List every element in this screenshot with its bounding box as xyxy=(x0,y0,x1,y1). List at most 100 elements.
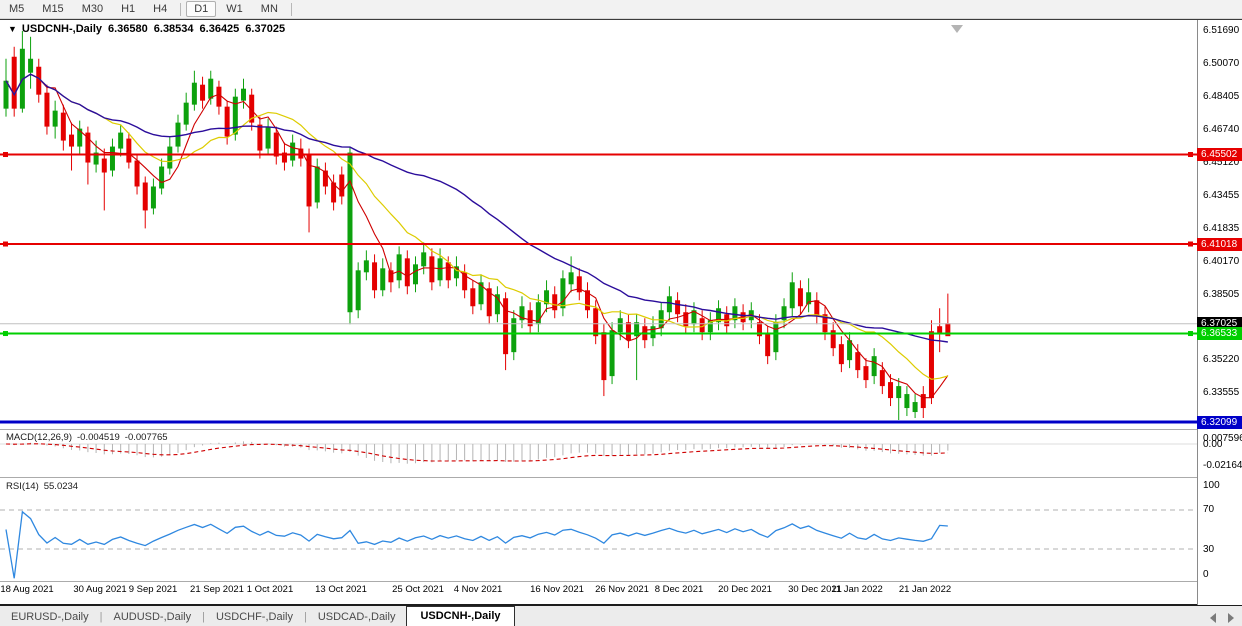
price-tick: 6.45120 xyxy=(1203,157,1240,168)
date-label: 16 Nov 2021 xyxy=(530,584,584,595)
candle-body xyxy=(511,318,517,353)
candle-body xyxy=(576,276,582,293)
ma-line-13 xyxy=(5,73,949,380)
price-tick: 6.51690 xyxy=(1203,25,1240,36)
candle-body xyxy=(584,290,590,311)
price-badge-6.37025: 6.37025 xyxy=(1197,317,1242,331)
tab-usdcad-daily[interactable]: USDCAD-,Daily xyxy=(317,611,396,623)
price-axis: 6.51690 6.50070 6.48405 6.46740 6.45120 6.434… xyxy=(1197,20,1242,605)
date-label: 21 Sep 2021 xyxy=(190,584,244,595)
rsi-value: 55.0234 xyxy=(43,481,79,492)
candle-body xyxy=(413,264,418,285)
candle-body xyxy=(28,58,34,73)
candle-body xyxy=(363,260,369,273)
date-label: 20 Dec 2021 xyxy=(718,584,772,595)
date-label: 18 Aug 2021 xyxy=(0,584,54,595)
tab-usdcnh-daily[interactable]: USDCNH-,Daily xyxy=(406,606,515,626)
date-label: 21 Jan 2022 xyxy=(898,584,952,595)
hline-handle[interactable] xyxy=(1188,152,1193,158)
candle-body xyxy=(699,318,705,333)
candle-body xyxy=(683,312,689,327)
candle-body xyxy=(167,146,173,169)
date-label: 9 Sep 2021 xyxy=(128,584,178,595)
timeframe-button-M30[interactable]: M30 xyxy=(81,3,104,15)
candle-body xyxy=(838,344,844,365)
toolbar-separator xyxy=(180,2,182,16)
candle-body xyxy=(920,394,926,409)
price-badge-6.32099: 6.32099 xyxy=(1197,415,1242,429)
tabs-scroll-right-icon[interactable] xyxy=(1228,613,1234,623)
candle-body xyxy=(601,332,607,381)
timeframe-button-W1[interactable]: W1 xyxy=(226,3,243,15)
date-label: 26 Nov 2021 xyxy=(595,584,649,595)
candle-body xyxy=(273,132,279,157)
candle-body xyxy=(232,96,238,135)
symbol-dropdown-icon[interactable]: ▼ xyxy=(8,24,17,34)
candle-body xyxy=(593,308,599,337)
candle-body xyxy=(3,80,9,109)
price-tick: 6.48405 xyxy=(1203,91,1240,102)
candle-body xyxy=(134,160,140,187)
candle-body xyxy=(281,152,287,163)
candle-body xyxy=(560,278,566,309)
candle-body xyxy=(912,402,918,413)
pane-separator-macd[interactable] xyxy=(0,429,1197,430)
candle-body xyxy=(896,386,902,399)
candle-body xyxy=(216,86,222,107)
ma-line-34 xyxy=(5,73,948,343)
price-tick: 6.41835 xyxy=(1203,223,1240,234)
candle-body xyxy=(904,394,910,409)
chart-shift-icon[interactable] xyxy=(951,25,963,33)
candle-body xyxy=(290,142,296,161)
candle-body xyxy=(355,270,361,311)
candle-body xyxy=(855,352,861,371)
hline-handle[interactable] xyxy=(1188,241,1193,247)
candle-body xyxy=(691,310,697,325)
timeframe-button-H1[interactable]: H1 xyxy=(121,3,136,15)
timeframe-button-D1[interactable]: D1 xyxy=(186,1,217,17)
rsi-label: RSI(14) 55.0234 xyxy=(6,481,83,492)
candle-body xyxy=(937,326,943,334)
pane-separator-rsi[interactable] xyxy=(0,477,1197,478)
candle-body xyxy=(871,356,877,377)
hline-handle[interactable] xyxy=(3,331,8,337)
candle-body xyxy=(437,258,443,281)
tab-audusd-daily[interactable]: AUDUSD-,Daily xyxy=(113,611,192,623)
date-label: 11 Jan 2022 xyxy=(831,584,883,595)
price-axis-border xyxy=(1197,20,1198,605)
macd-label: MACD(12,26,9) -0.004519 -0.007765 xyxy=(6,432,173,443)
price-tick: 6.38505 xyxy=(1203,289,1240,300)
tabs-scroll-left-icon[interactable] xyxy=(1210,613,1216,623)
candle-body xyxy=(93,152,99,165)
hline-handle[interactable] xyxy=(1188,331,1193,337)
price-tick: 6.35220 xyxy=(1203,354,1240,365)
candle-body xyxy=(208,78,214,99)
timeframe-button-M5[interactable]: M5 xyxy=(9,3,25,15)
timeframe-button-M15[interactable]: M15 xyxy=(42,3,64,15)
candle-body xyxy=(535,302,541,325)
timeframe-button-H4[interactable]: H4 xyxy=(153,3,168,15)
tab-usdchf-daily[interactable]: USDCHF-,Daily xyxy=(215,611,293,623)
macd-axis-tick: 0.007596 xyxy=(1203,433,1242,444)
price-badge-6.36533: 6.36533 xyxy=(1197,327,1242,341)
tab-eurusd-daily[interactable]: EURUSD-,Daily xyxy=(11,611,89,623)
candle-body xyxy=(322,170,328,187)
price-tick: 6.46740 xyxy=(1203,124,1240,135)
candle-body xyxy=(241,88,247,101)
chart-canvas xyxy=(0,31,1197,579)
ma-line-5 xyxy=(5,73,949,399)
rsi-line xyxy=(5,510,948,579)
candle-body xyxy=(421,252,427,267)
hline-handle[interactable] xyxy=(3,152,8,158)
timeframe-button-MN[interactable]: MN xyxy=(260,3,278,15)
timeframe-toolbar: M5 M15 M30 H1 H4 D1 W1 MN xyxy=(0,0,1242,19)
hline-handle[interactable] xyxy=(3,241,8,247)
candle-body xyxy=(109,146,115,171)
date-label: 25 Oct 2021 xyxy=(392,584,444,595)
price-tick: 6.43455 xyxy=(1203,190,1240,201)
candle-body xyxy=(503,298,509,355)
candle-body xyxy=(462,272,468,291)
candle-body xyxy=(249,94,255,123)
candle-body xyxy=(609,330,615,377)
